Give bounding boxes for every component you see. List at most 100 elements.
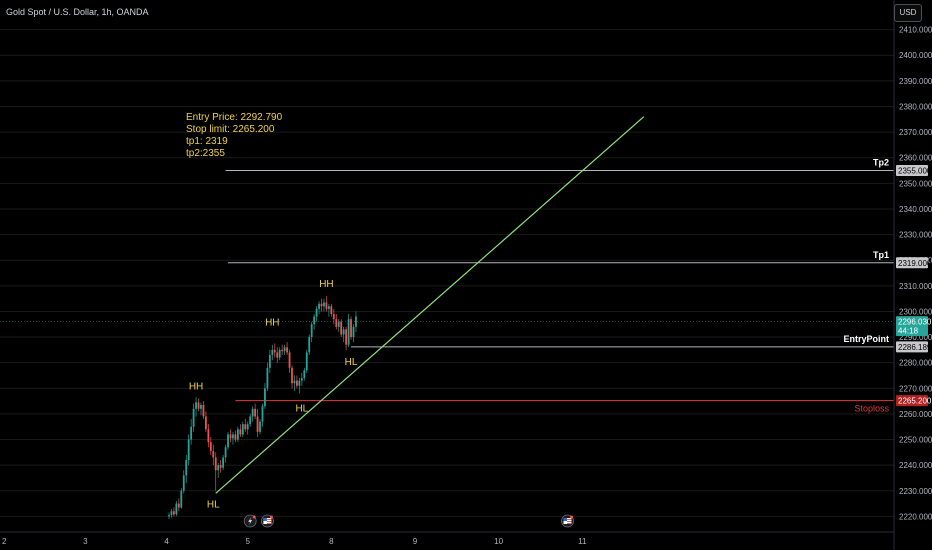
time-tick-label: 11 [578,537,587,546]
trade-note: Entry Price: 2292.790 Stop limit: 2265.2… [186,112,282,160]
candle-body [352,326,355,338]
candle-body [350,319,352,338]
candle-body [182,475,185,491]
candle-body [261,406,264,422]
candle-body [207,429,210,443]
price-tick-label: 2280.000 [899,359,932,368]
candle-body [345,329,348,345]
flag-stripe [266,523,272,524]
time-tick-label: 3 [83,537,88,546]
candle-body [264,388,266,407]
structure-label-hh: HH [189,382,203,393]
candle-body [268,354,271,368]
price-tag-stoploss [896,395,928,407]
note-entry-price: Entry Price: 2292.790 [186,112,283,123]
price-tag-entrypoint [896,341,928,353]
candle-body [180,490,183,508]
alert-dot [252,515,256,519]
grid [0,29,894,517]
price-axis: 2220.000 2230.000 2240.000 2250.000 2260.000… [893,0,932,550]
candle-body [195,402,197,409]
price-tick-label: 2290.000 [899,333,932,342]
level-name-entrypoint: EntryPoint [843,334,889,344]
price-tag-tp1 [896,257,928,269]
price-tick-label: 2270.000 [899,384,932,393]
candle-body [276,352,279,358]
flag-stripe [567,521,572,522]
candle-body [266,367,269,389]
candle-body [259,421,261,432]
time-axis: 2728Apr2345891011 [0,531,894,546]
candle-body [177,503,180,508]
candle-body [234,434,237,440]
candle-body [224,447,227,458]
lightning-glyph [248,517,253,525]
candle-body [229,434,232,439]
candle-body [300,378,303,381]
note-stop-limit: Stop limit: 2265.200 [186,124,275,135]
candle-body [246,424,249,430]
price-tag-text: 2286.189 [898,343,932,352]
structure-label-hh: HH [319,279,333,290]
time-tick-label: 2 [2,537,7,546]
candle-body [298,380,301,386]
flag-stripe [266,519,272,520]
candle-body [320,303,323,307]
symbol-title: Gold Spot / U.S. Dollar, 1h, OANDA [6,7,149,17]
candle-body [214,457,217,471]
price-tick-label: 2300.000 [899,307,932,316]
candle-body [205,416,207,430]
time-tick-label: 5 [245,537,250,546]
price-tick-label: 2350.000 [899,179,932,188]
candle-body [303,370,306,379]
candle-body [271,349,274,355]
price-tag-tp2 [896,165,928,177]
alert-dot [269,515,273,519]
level-name-tp1: Tp1 [873,250,889,260]
candle-body [254,408,256,417]
flag-canton [563,518,568,521]
price-tick-label: 2410.000 [899,26,932,35]
price-tick-label: 2400.000 [899,51,932,60]
candle-body [173,511,175,515]
candle-body [239,429,242,435]
candle-body [347,319,350,345]
price-tick-label: 2220.000 [899,512,932,521]
time-tick-label: 10 [494,537,503,546]
candle-body [256,416,259,432]
candle-body [219,465,222,468]
candle-body [236,429,239,440]
candle-body [209,442,212,452]
price-tick-label: 2370.000 [899,128,932,137]
candle-body [310,324,313,338]
candle-body [251,408,254,417]
candle-body [241,424,244,435]
candle-body [197,402,200,409]
candle-body [335,319,338,327]
candle-body [217,465,220,471]
candle-body [315,308,318,317]
time-tick-label: 8 [329,537,334,546]
price-tick-label: 2390.000 [899,77,932,86]
candle-body [227,434,229,448]
candle-body [313,316,316,325]
candle-body [318,303,320,309]
event-markers [243,514,574,528]
price-tag-text: 2265.200 [898,397,932,406]
level-name-stoploss: Stoploss [854,404,889,414]
flag-canton [263,518,267,521]
candle-body [328,306,330,309]
candle-body [293,380,296,384]
flag-field [263,518,272,524]
currency-button[interactable]: USD [894,4,922,22]
price-tick-label: 2230.000 [899,487,932,496]
candle-body [355,316,357,327]
candle-body [305,352,308,371]
flag-stripe [567,519,572,520]
structure-label-hh: HH [265,318,279,329]
alert-dot [570,515,574,519]
candle-body [286,347,288,353]
note-tp2: tp2:2355 [186,148,225,159]
price-tag-text: 2355.000 [898,167,932,176]
